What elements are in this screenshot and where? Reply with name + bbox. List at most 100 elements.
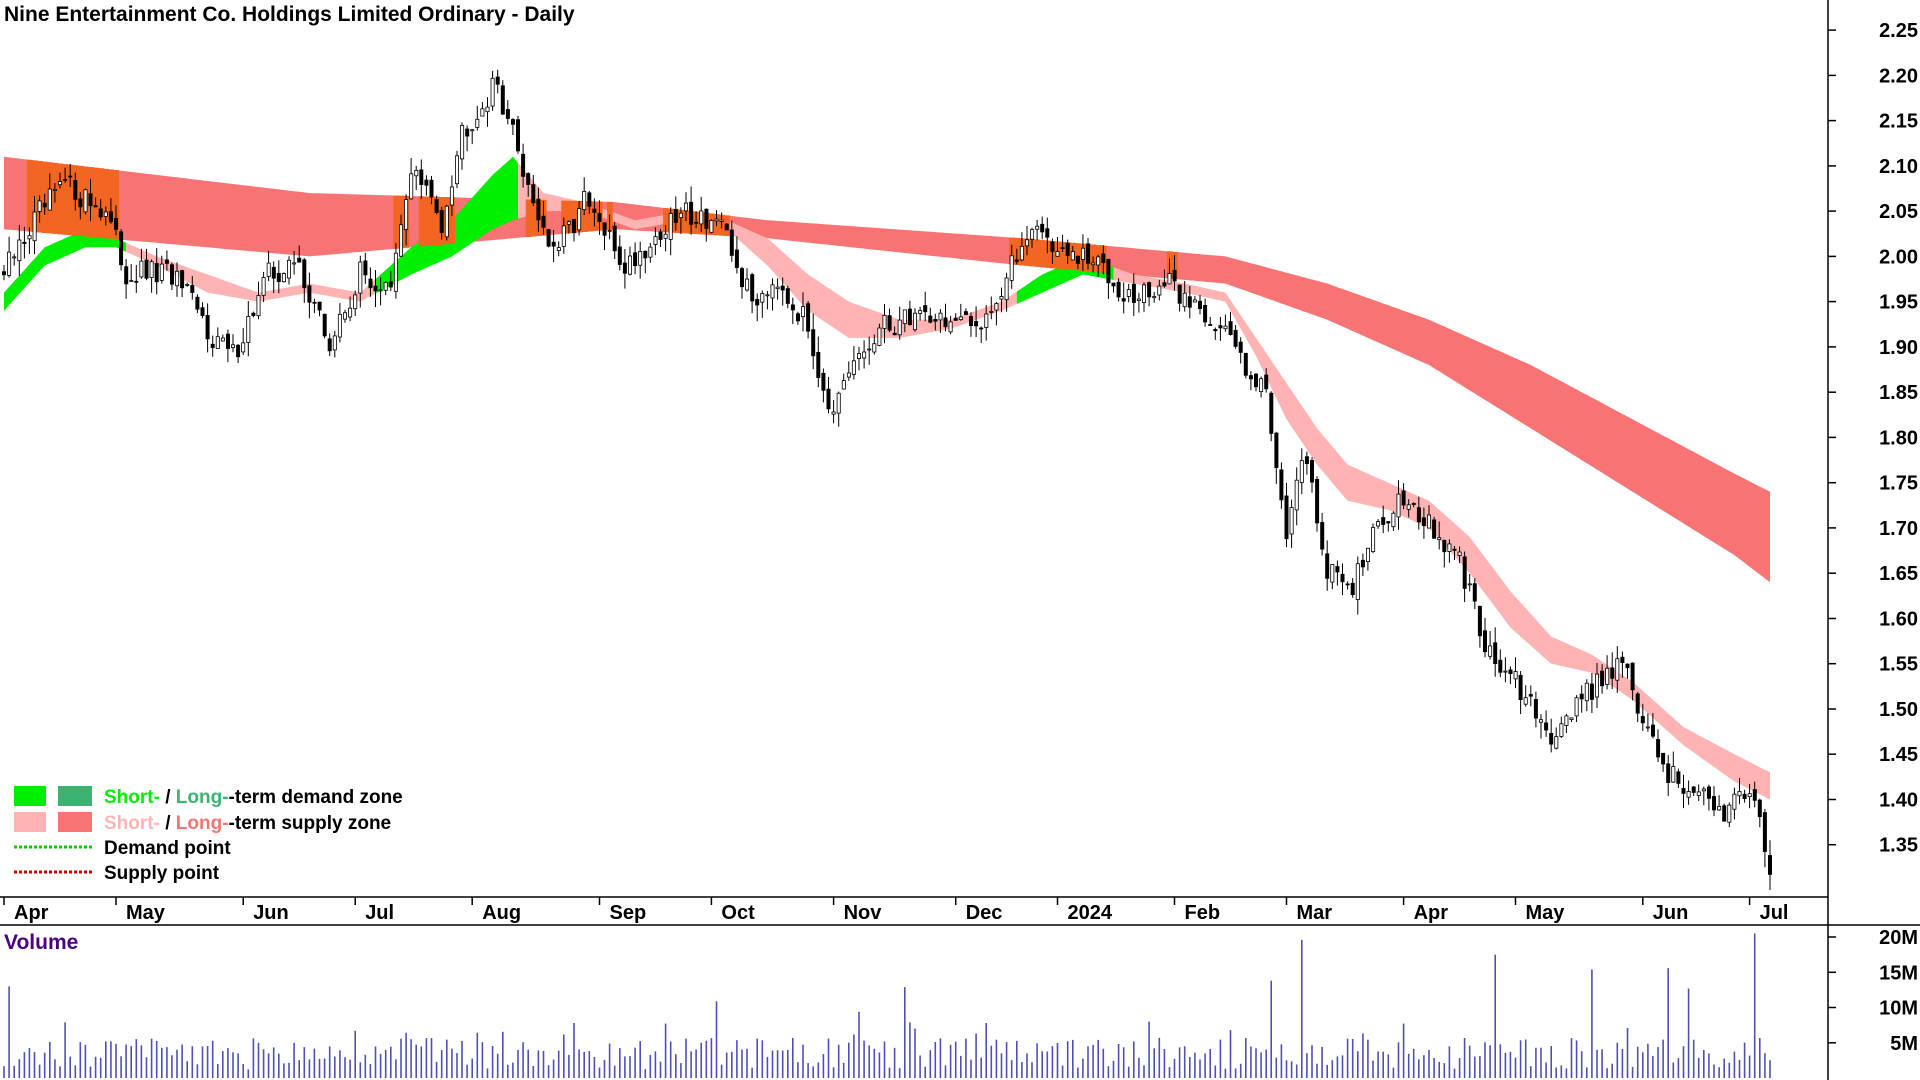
- candle-down: [1691, 786, 1696, 793]
- candle-up: [1554, 736, 1559, 749]
- candle-down: [1350, 582, 1355, 595]
- candle-down: [521, 153, 526, 177]
- candle-down: [1086, 243, 1091, 264]
- legend-demand-rest: -term demand zone: [229, 787, 403, 808]
- candle-up: [1167, 273, 1172, 285]
- supply-demand-overlap: [566, 200, 573, 234]
- candle-up: [653, 236, 658, 245]
- candle-up: [1488, 645, 1493, 657]
- candle-down: [88, 193, 93, 207]
- volume-bars: [3, 933, 1771, 1078]
- candle-down: [1483, 630, 1488, 653]
- candle-down: [1238, 341, 1243, 353]
- candle-down: [1493, 642, 1498, 664]
- candle-down: [1401, 490, 1406, 506]
- candle-down: [124, 266, 129, 285]
- price-tick-label: 1.65: [1879, 563, 1918, 585]
- candle-up: [342, 312, 347, 320]
- candle-down: [1315, 478, 1320, 524]
- candle-up: [1081, 247, 1086, 260]
- candle-up: [999, 296, 1004, 300]
- candle-down: [1472, 583, 1477, 602]
- candle-down: [612, 225, 617, 252]
- short-term-demand-zone: [4, 229, 127, 311]
- candle-down: [1712, 796, 1717, 811]
- candle-down: [1589, 683, 1594, 700]
- candle-up: [485, 106, 490, 113]
- candle-down: [1075, 255, 1080, 264]
- candle-up: [1427, 514, 1432, 529]
- candle-up: [801, 306, 806, 318]
- candle-down: [1060, 247, 1065, 250]
- candle-up: [1009, 255, 1014, 281]
- candle-down: [689, 201, 694, 225]
- candle-down: [1147, 282, 1152, 298]
- candle-up: [577, 208, 582, 231]
- candle-up: [1467, 583, 1472, 586]
- candle-down: [368, 278, 373, 289]
- candle-down: [424, 179, 429, 186]
- candle-down: [297, 257, 302, 263]
- candle-down: [429, 179, 434, 198]
- price-tick-label: 1.55: [1879, 654, 1918, 676]
- candle-up: [556, 247, 561, 252]
- candle-down: [317, 301, 322, 311]
- candle-down: [1666, 763, 1671, 784]
- candle-up: [1727, 804, 1732, 823]
- candle-down: [658, 231, 663, 240]
- candle-down: [1045, 228, 1050, 238]
- candle-up: [1025, 239, 1030, 247]
- volume-tick-label: 10M: [1879, 998, 1918, 1020]
- month-label: Jun: [1653, 902, 1689, 924]
- price-tick-label: 2.25: [1879, 20, 1918, 42]
- candle-down: [1432, 519, 1437, 539]
- candle-up: [1595, 673, 1600, 698]
- candle-down: [1411, 503, 1416, 505]
- legend-short-supply-swatch: [14, 812, 46, 832]
- candle-down: [928, 315, 933, 323]
- candle-up: [1574, 697, 1579, 717]
- candle-down: [1600, 670, 1605, 687]
- candle-up: [383, 281, 388, 291]
- price-tick-label: 2.05: [1879, 201, 1918, 223]
- candle-up: [1182, 292, 1187, 308]
- candle-down: [1381, 517, 1386, 525]
- candle-up: [480, 108, 485, 117]
- candle-down: [1177, 284, 1182, 304]
- candle-up: [230, 344, 235, 348]
- candle-up: [1142, 284, 1147, 303]
- candle-up: [398, 224, 403, 257]
- candle-down: [190, 285, 195, 293]
- candle-up: [648, 246, 653, 258]
- candle-up: [1737, 791, 1742, 797]
- candle-down: [42, 202, 47, 208]
- candle-down: [271, 266, 276, 279]
- candle-up: [1396, 493, 1401, 518]
- candle-down: [500, 85, 505, 115]
- legend-supply-long: Long-: [176, 813, 229, 834]
- candle-down: [1014, 259, 1019, 262]
- supply-demand-overlap: [418, 196, 425, 247]
- price-tick-label: 1.95: [1879, 292, 1918, 314]
- candle-up: [404, 199, 409, 230]
- candle-down: [1742, 793, 1747, 799]
- candle-down: [1264, 374, 1269, 390]
- price-tick-label: 1.45: [1879, 744, 1918, 766]
- candle-down: [811, 329, 816, 357]
- candle-down: [73, 180, 78, 200]
- candle-up: [1096, 256, 1101, 266]
- supply-demand-overlap: [1060, 241, 1066, 270]
- candle-down: [673, 208, 678, 223]
- candle-up: [566, 221, 571, 225]
- candle-down: [1111, 282, 1116, 287]
- candle-up: [699, 210, 704, 225]
- candle-down: [516, 119, 521, 152]
- long-term-supply-zone: [4, 156, 1770, 583]
- price-axis: 2.25 2.20 2.15 2.10 2.05 2.00 1.95 1.90 1.85 1.80…: [1828, 20, 1918, 857]
- candle-up: [1391, 512, 1396, 528]
- short-term-supply-zone: [1113, 267, 1770, 800]
- candle-up: [1299, 460, 1304, 483]
- supply-demand-overlap: [663, 208, 669, 233]
- candle-down: [1528, 694, 1533, 697]
- candle-down: [826, 388, 831, 410]
